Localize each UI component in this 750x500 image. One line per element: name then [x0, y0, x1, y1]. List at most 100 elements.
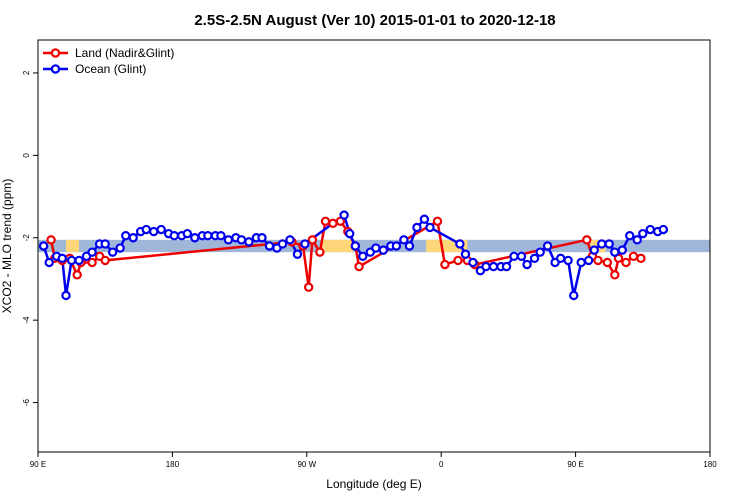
ocean-point-13 — [121, 230, 131, 241]
ocean-point-5 — [66, 255, 77, 266]
ocean-point-77 — [610, 247, 620, 257]
ocean-point-61 — [501, 261, 512, 272]
land-series-line — [49, 219, 642, 288]
x-tick-label-3: 0 — [439, 460, 444, 469]
land-point-32 — [628, 251, 639, 261]
land-point-20 — [432, 216, 443, 226]
land-point-11 — [303, 282, 314, 292]
land-band-0 — [66, 239, 80, 253]
land-point-8 — [100, 255, 110, 266]
ocean-point-81 — [638, 228, 648, 239]
ocean-point-66 — [535, 247, 545, 257]
ocean-point-8 — [87, 247, 97, 257]
ocean-point-39 — [300, 239, 310, 249]
ocean-point-58 — [481, 261, 491, 272]
legend: Land (Nadir&Glint) Ocean (Glint) — [43, 46, 174, 76]
ocean-point-50 — [404, 241, 415, 251]
land-point-21 — [440, 259, 450, 270]
ocean-point-52 — [419, 214, 430, 224]
ocean-point-4 — [61, 290, 71, 301]
x-tick-label-1: 180 — [166, 460, 180, 469]
ocean-point-30 — [236, 235, 247, 245]
ocean-point-34 — [264, 241, 275, 251]
ocean-point-75 — [597, 239, 607, 249]
ocean-point-28 — [223, 235, 234, 245]
land-point-0 — [46, 235, 56, 245]
x-axis-label: Longitude (deg E) — [326, 477, 421, 491]
ocean-point-18 — [156, 224, 166, 235]
land-point-28 — [602, 257, 613, 268]
legend-land-label: Land (Nadir&Glint) — [75, 46, 174, 60]
chart-title: 2.5S-2.5N August (Ver 10) 2015-01-01 to … — [194, 12, 555, 29]
x-axis-ticks: 90 E 180 90 W 0 90 E 180 — [30, 452, 717, 469]
land-point-22 — [453, 255, 463, 266]
ocean-point-3 — [57, 253, 67, 264]
ocean-point-69 — [555, 253, 566, 264]
ocean-point-17 — [149, 226, 159, 237]
x-tick-label-5: 180 — [703, 460, 717, 469]
ocean-point-59 — [488, 261, 499, 272]
ocean-point-49 — [399, 235, 409, 245]
land-point-12 — [307, 235, 318, 245]
ocean-point-79 — [625, 230, 635, 241]
ocean-point-40 — [339, 210, 349, 220]
land-point-14 — [320, 216, 331, 226]
ocean-point-67 — [542, 241, 553, 251]
ocean-point-0 — [38, 241, 49, 251]
ocean-point-64 — [522, 259, 532, 270]
ocean-point-42 — [350, 241, 361, 251]
ocean-point-72 — [576, 257, 586, 268]
land-point-15 — [328, 218, 338, 229]
ocean-point-38 — [292, 249, 303, 259]
land-point-25 — [582, 235, 592, 245]
ocean-point-78 — [617, 245, 627, 255]
ocean-point-62 — [509, 251, 519, 261]
land-point-27 — [593, 255, 603, 266]
y-tick-label-1: 0 — [22, 153, 31, 158]
ocean-point-71 — [569, 290, 579, 301]
ocean-point-54 — [455, 239, 465, 249]
ocean-point-53 — [425, 222, 435, 233]
ocean-point-33 — [257, 233, 267, 243]
land-point-33 — [636, 253, 646, 264]
ocean-point-43 — [358, 251, 368, 261]
x-tick-label-4: 90 E — [567, 460, 583, 469]
ocean-point-37 — [285, 235, 295, 245]
land-point-13 — [315, 247, 325, 257]
y-axis-label: XCO2 - MLO trend (ppm) — [0, 179, 14, 314]
ocean-point-56 — [468, 257, 478, 268]
land-point-4 — [72, 270, 82, 280]
ocean-point-27 — [216, 230, 226, 241]
legend-ocean-swatch-point — [50, 64, 61, 74]
x-tick-label-2: 90 W — [297, 460, 316, 469]
ocean-point-16 — [141, 224, 151, 235]
y-tick-label-0: 2 — [22, 70, 31, 75]
ocean-point-74 — [589, 245, 599, 255]
ocean-point-45 — [371, 243, 381, 253]
ocean-point-1 — [44, 257, 54, 268]
ocean-point-36 — [277, 239, 288, 249]
ocean-point-6 — [74, 255, 84, 266]
ocean-point-12 — [115, 243, 125, 253]
ocean-point-48 — [391, 241, 402, 251]
ocean-point-46 — [378, 245, 389, 255]
ocean-point-31 — [244, 237, 254, 247]
y-tick-label-2: -2 — [22, 234, 31, 242]
ocean-point-23 — [190, 233, 200, 243]
ocean-point-11 — [107, 247, 118, 257]
ocean-point-22 — [182, 228, 193, 239]
ocean-point-82 — [645, 224, 655, 235]
x-tick-label-0: 90 E — [30, 460, 46, 469]
y-axis-ticks: 2 0 -2 -4 -6 — [22, 70, 38, 406]
land-point-19 — [354, 261, 364, 272]
ocean-point-76 — [604, 239, 614, 249]
ocean-point-80 — [632, 235, 642, 245]
y-tick-label-3: -4 — [22, 316, 31, 324]
land-point-29 — [610, 270, 620, 280]
plot-frame — [37, 39, 711, 453]
y-tick-label-4: -6 — [22, 398, 31, 406]
ocean-point-14 — [128, 233, 138, 243]
ocean-point-70 — [563, 255, 573, 266]
land-point-6 — [87, 257, 97, 268]
